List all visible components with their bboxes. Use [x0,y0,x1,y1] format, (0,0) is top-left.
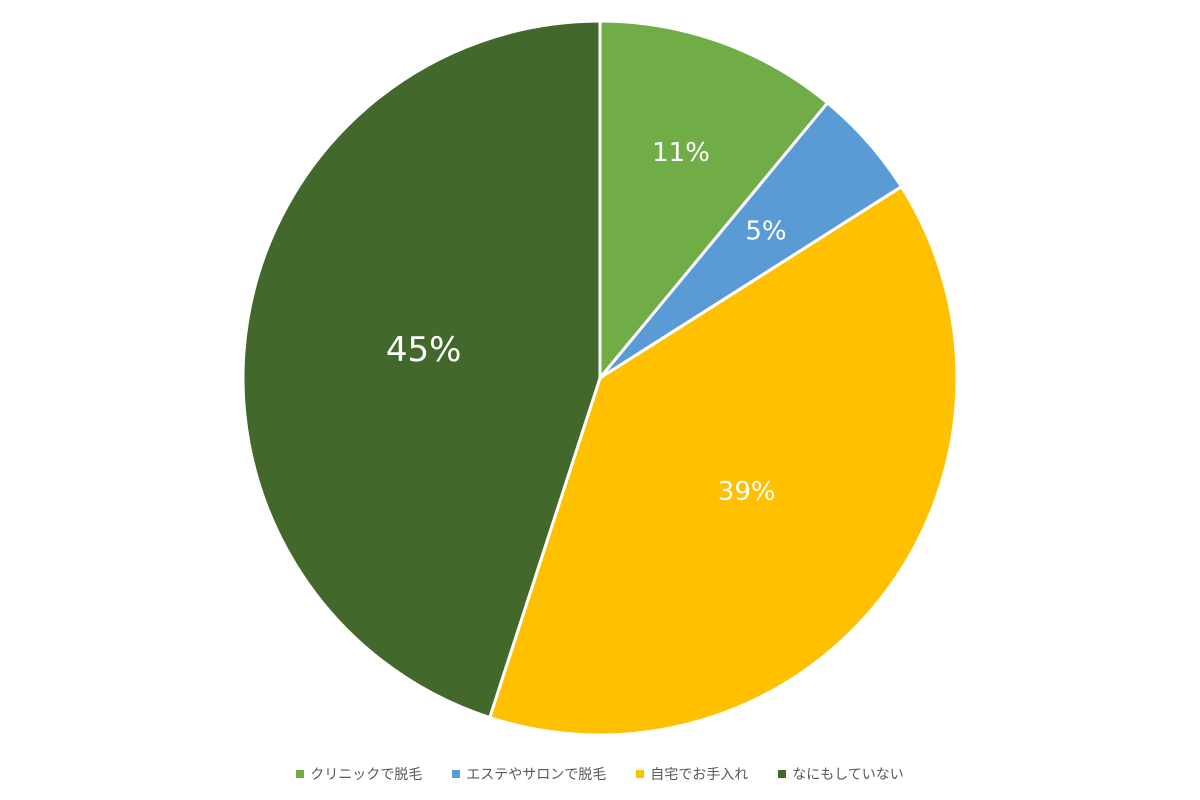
legend-swatch-clinic [296,770,305,778]
pie-slice-clinic[interactable] [598,19,830,380]
slices-group [241,19,959,737]
legend-label-salon: エステやサロンで脱毛 [466,767,607,783]
legend-label-clinic: クリニックで脱毛 [310,767,423,783]
legend-item-nothing[interactable]: なにもしていない [778,764,904,784]
legend-swatch-nothing [778,770,787,778]
pie-slice-home[interactable] [488,185,959,737]
slice-label-clinic: 11% [652,138,710,168]
legend-label-home: 自宅でお手入れ [650,767,749,783]
slice-label-salon: 5% [745,217,786,247]
legend-label-nothing: なにもしていない [792,767,904,783]
legend-item-salon[interactable]: エステやサロンで脱毛 [452,764,606,784]
legend-item-home[interactable]: 自宅でお手入れ [636,764,748,784]
legend: クリニックで脱毛 エステやサロンで脱毛 自宅でお手入れ なにもしていない [0,762,1200,786]
legend-swatch-salon [452,770,461,778]
pie-slice-nothing[interactable] [241,19,602,720]
legend-swatch-home [636,770,645,778]
slice-label-home: 39% [718,477,776,507]
legend-item-clinic[interactable]: クリニックで脱毛 [296,764,422,784]
labels-group: 11% 5% 39% 45% [386,138,787,507]
slice-label-nothing: 45% [386,330,462,370]
